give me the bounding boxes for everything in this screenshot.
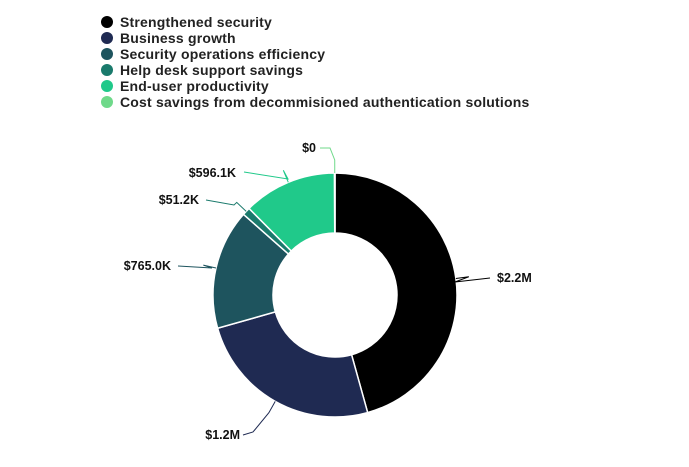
legend-item-help-desk-support-savings[interactable]: Help desk support savings: [101, 62, 529, 78]
data-label-end-user-productivity: $596.1K: [189, 166, 236, 180]
legend-item-security-operations-efficiency[interactable]: Security operations efficiency: [101, 46, 529, 62]
legend-label: Strengthened security: [120, 14, 273, 30]
legend-swatch-icon: [101, 64, 113, 76]
leader-line-cost-savings-decommissioned-auth: [320, 147, 336, 174]
data-label-security-operations-efficiency: $765.0K: [124, 259, 171, 273]
legend-item-strengthened-security[interactable]: Strengthened security: [101, 14, 529, 30]
legend-swatch-icon: [101, 80, 113, 92]
data-label-business-growth: $1.2M: [205, 428, 240, 442]
data-label-strengthened-security: $2.2M: [497, 271, 532, 285]
leader-line-end-user-productivity: [243, 170, 289, 183]
leader-line-business-growth: [242, 401, 276, 436]
chart-legend: Strengthened security Business growth Secu…: [101, 14, 529, 110]
leader-line-help-desk-support-savings: [205, 199, 247, 212]
leader-line-security-operations-efficiency: [177, 264, 217, 269]
legend-swatch-icon: [101, 32, 113, 44]
legend-label: Cost savings from decommisioned authenti…: [120, 94, 530, 110]
data-label-help-desk-support-savings: $51.2K: [159, 193, 199, 207]
legend-item-business-growth[interactable]: Business growth: [101, 30, 529, 46]
legend-item-cost-savings-decommissioned-auth[interactable]: Cost savings from decommisioned authenti…: [101, 94, 529, 110]
legend-item-end-user-productivity[interactable]: End-user productivity: [101, 78, 529, 94]
data-label-cost-savings-decommissioned-auth: $0: [302, 141, 316, 155]
legend-label: Security operations efficiency: [120, 46, 326, 62]
legend-label: Help desk support savings: [120, 62, 304, 78]
legend-swatch-icon: [101, 96, 113, 108]
legend-swatch-icon: [101, 16, 113, 28]
legend-label: End-user productivity: [120, 78, 269, 94]
leader-line-strengthened-security: [454, 276, 491, 283]
donut-slice-strengthened-security[interactable]: [334, 172, 458, 414]
legend-swatch-icon: [101, 48, 113, 60]
donut-slice-business-growth[interactable]: [216, 310, 369, 418]
legend-label: Business growth: [120, 30, 236, 46]
